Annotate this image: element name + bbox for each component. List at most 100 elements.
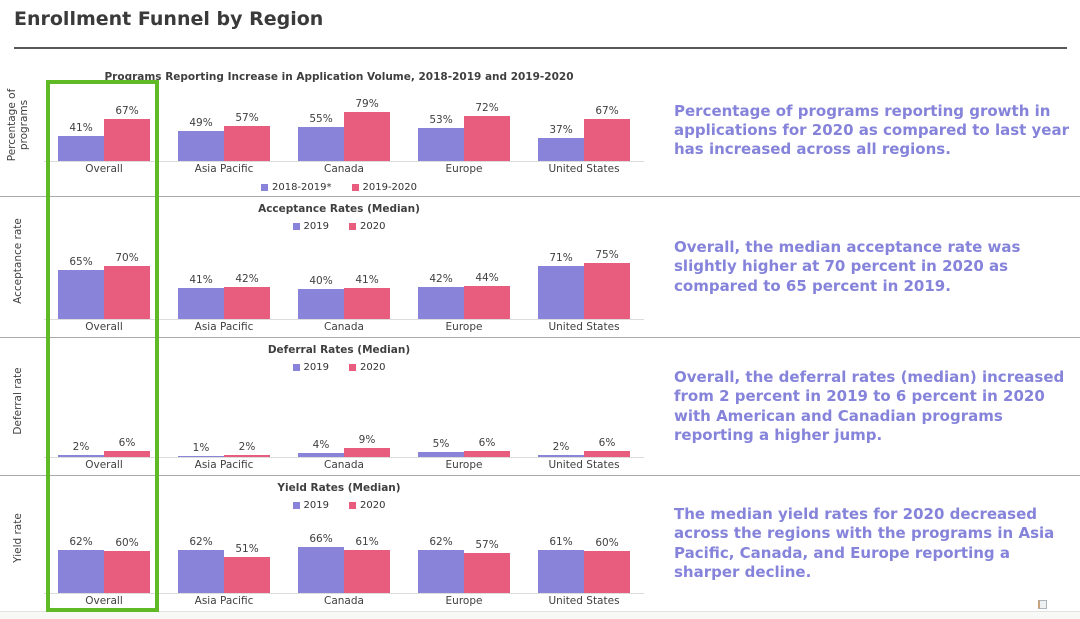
bar <box>538 550 584 593</box>
bar <box>418 128 464 161</box>
legend-swatch-icon <box>260 184 268 191</box>
bar-wrap: 62% <box>418 535 464 593</box>
bar-value-label: 55% <box>309 113 333 125</box>
bar <box>178 550 224 593</box>
category-label: United States <box>548 163 620 175</box>
bar <box>58 455 104 457</box>
bar-group: 53% 72% <box>404 101 524 161</box>
bar-wrap: 41% <box>344 273 390 319</box>
bar <box>418 550 464 593</box>
bar <box>178 131 224 161</box>
y-axis-label-cell: Deferral rate <box>0 338 36 475</box>
bar-group: 62% 51% <box>164 535 284 593</box>
legend-item: 2019 <box>292 362 329 373</box>
bar-wrap: 65% <box>58 255 104 319</box>
y-axis-label: Deferral rate <box>11 367 24 435</box>
bar <box>104 119 150 161</box>
chart-area: Programs Reporting Increase in Applicati… <box>36 65 652 196</box>
bar <box>298 289 344 319</box>
bar <box>58 550 104 593</box>
bar-wrap: 61% <box>538 535 584 593</box>
bar <box>538 455 584 457</box>
bar-wrap: 60% <box>584 536 630 593</box>
bar <box>298 547 344 593</box>
bar <box>584 551 630 593</box>
bar-wrap: 53% <box>418 113 464 161</box>
legend-label: 2020 <box>360 500 386 511</box>
scroll-corner-handle-icon[interactable] <box>1038 600 1047 609</box>
legend-swatch-icon <box>292 364 300 371</box>
bar-value-label: 60% <box>595 537 619 549</box>
bar-value-label: 6% <box>478 437 496 449</box>
legend-item: 2019-2020 <box>351 182 418 193</box>
bar-wrap: 9% <box>344 433 390 457</box>
chart-area: Deferral Rates (Median) 2019 2020 2% 6% 1% 2% 4… <box>36 338 652 475</box>
bar-value-label: 9% <box>358 434 376 446</box>
bar-wrap: 61% <box>344 535 390 593</box>
legend-label: 2019 <box>303 500 329 511</box>
legend-swatch-icon <box>349 502 356 509</box>
bar-value-label: 62% <box>69 536 93 548</box>
bar-wrap: 2% <box>538 440 584 457</box>
bar-value-label: 1% <box>192 442 210 454</box>
category-label: Overall <box>85 321 123 333</box>
y-axis-label: Yield rate <box>11 513 24 563</box>
bar-wrap: 62% <box>58 535 104 593</box>
category-labels: Overall Asia Pacific Canada Europe United St… <box>44 458 644 475</box>
bar-value-label: 70% <box>115 252 139 264</box>
bar <box>464 286 510 319</box>
bar-wrap: 51% <box>224 542 270 593</box>
bar-value-label: 40% <box>309 275 333 287</box>
legend-item: 2020 <box>349 221 385 232</box>
bar-value-label: 61% <box>355 536 379 548</box>
bar-wrap: 79% <box>344 97 390 161</box>
bar-value-label: 42% <box>235 273 259 285</box>
bar-value-label: 62% <box>189 536 213 548</box>
annotation-text: Percentage of programs reporting growth … <box>674 101 1070 159</box>
bar-group: 37% 67% <box>524 104 644 161</box>
bar <box>464 116 510 161</box>
bar-wrap: 57% <box>224 111 270 161</box>
legend-swatch-icon <box>292 223 300 230</box>
y-axis-label-cell: Percentage of programs <box>0 65 36 196</box>
bar-group: 5% 6% <box>404 436 524 457</box>
bar-wrap: 60% <box>104 536 150 593</box>
bar-wrap: 6% <box>584 436 630 457</box>
legend-label: 2018-2019* <box>271 182 332 193</box>
bar-value-label: 79% <box>355 98 379 110</box>
bar-value-label: 4% <box>312 439 330 451</box>
bar-wrap: 67% <box>584 104 630 161</box>
bar-wrap: 49% <box>178 116 224 161</box>
bar <box>104 266 150 319</box>
bar <box>538 138 584 161</box>
chart-legend: 2018-2019* 2019-2020 <box>36 179 642 196</box>
annotation-text: Overall, the median acceptance rate was … <box>674 238 1021 295</box>
bar-value-label: 65% <box>69 256 93 268</box>
bar-wrap: 6% <box>104 436 150 457</box>
legend-swatch-icon <box>349 364 356 371</box>
bar-value-label: 67% <box>595 105 619 117</box>
legend-item: 2019 <box>292 221 329 232</box>
legend-label: 2019-2020 <box>362 182 418 193</box>
bar <box>224 126 270 161</box>
y-axis-label-cell: Yield rate <box>0 476 36 611</box>
category-label: Asia Pacific <box>194 163 254 175</box>
bar <box>58 136 104 161</box>
bar-wrap: 70% <box>104 251 150 319</box>
bar-group: 65% 70% <box>44 251 164 319</box>
bar <box>178 288 224 319</box>
legend-label: 2019 <box>303 221 329 232</box>
bar-value-label: 42% <box>429 273 453 285</box>
bar-group: 62% 60% <box>44 535 164 593</box>
bar-value-label: 37% <box>549 124 573 136</box>
category-labels: Overall Asia Pacific Canada Europe United St… <box>44 320 644 337</box>
category-labels: Overall Asia Pacific Canada Europe United St… <box>44 594 644 611</box>
y-axis-label: Acceptance rate <box>11 218 24 305</box>
bar <box>224 557 270 593</box>
bar-wrap: 57% <box>464 538 510 593</box>
bar-wrap: 66% <box>298 532 344 593</box>
bar-wrap: 75% <box>584 248 630 319</box>
bar-wrap: 55% <box>298 112 344 161</box>
bar-value-label: 57% <box>235 112 259 124</box>
bar-group: 49% 57% <box>164 111 284 161</box>
